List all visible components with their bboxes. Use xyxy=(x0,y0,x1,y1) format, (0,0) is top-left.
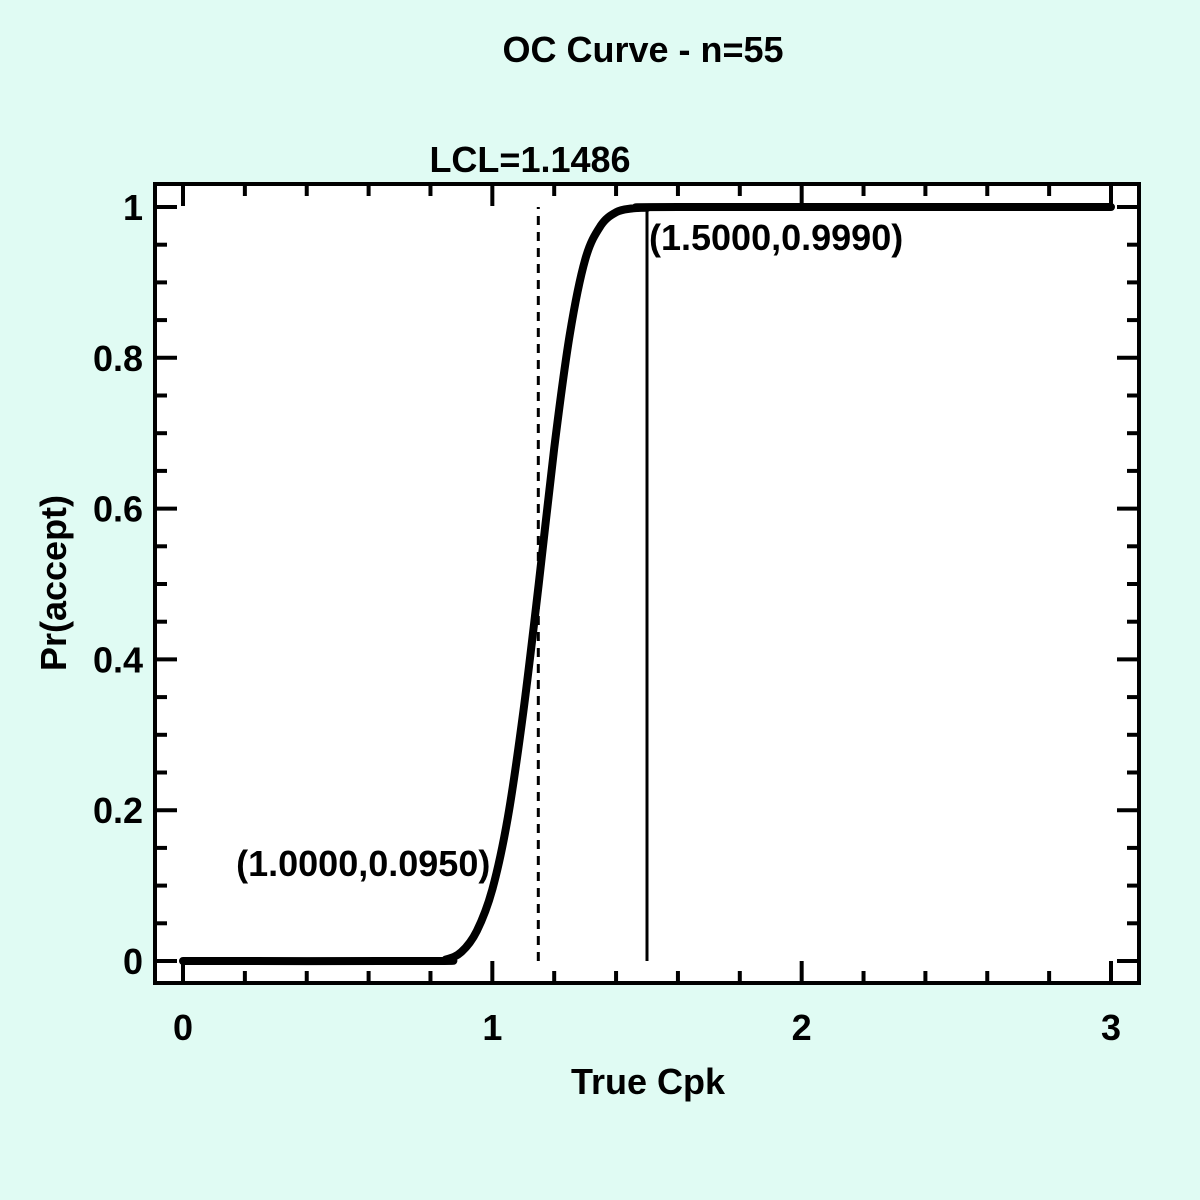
chart-title: OC Curve - n=55 xyxy=(502,29,783,70)
y-tick-label: 0.6 xyxy=(93,489,143,530)
plot-frame xyxy=(153,182,1141,985)
x-tick-label: 1 xyxy=(482,1007,502,1048)
y-axis-label: Pr(accept) xyxy=(33,495,74,671)
y-tick-label: 0 xyxy=(123,941,143,982)
oc-curve-line xyxy=(179,202,1115,966)
y-tick-label: 0.8 xyxy=(93,338,143,379)
x-tick-label: 0 xyxy=(173,1007,193,1048)
annotation-high-point: (1.5000,0.9990) xyxy=(649,217,903,258)
lcl-label: LCL=1.1486 xyxy=(429,139,630,180)
y-tick-label: 0.4 xyxy=(93,639,143,680)
annotation-low-point: (1.0000,0.0950) xyxy=(236,843,490,884)
y-tick-label: 1 xyxy=(123,187,143,228)
x-tick-label: 3 xyxy=(1101,1007,1121,1048)
x-axis-label: True Cpk xyxy=(571,1061,726,1102)
y-tick-label: 0.2 xyxy=(93,790,143,831)
x-tick-label: 2 xyxy=(792,1007,812,1048)
